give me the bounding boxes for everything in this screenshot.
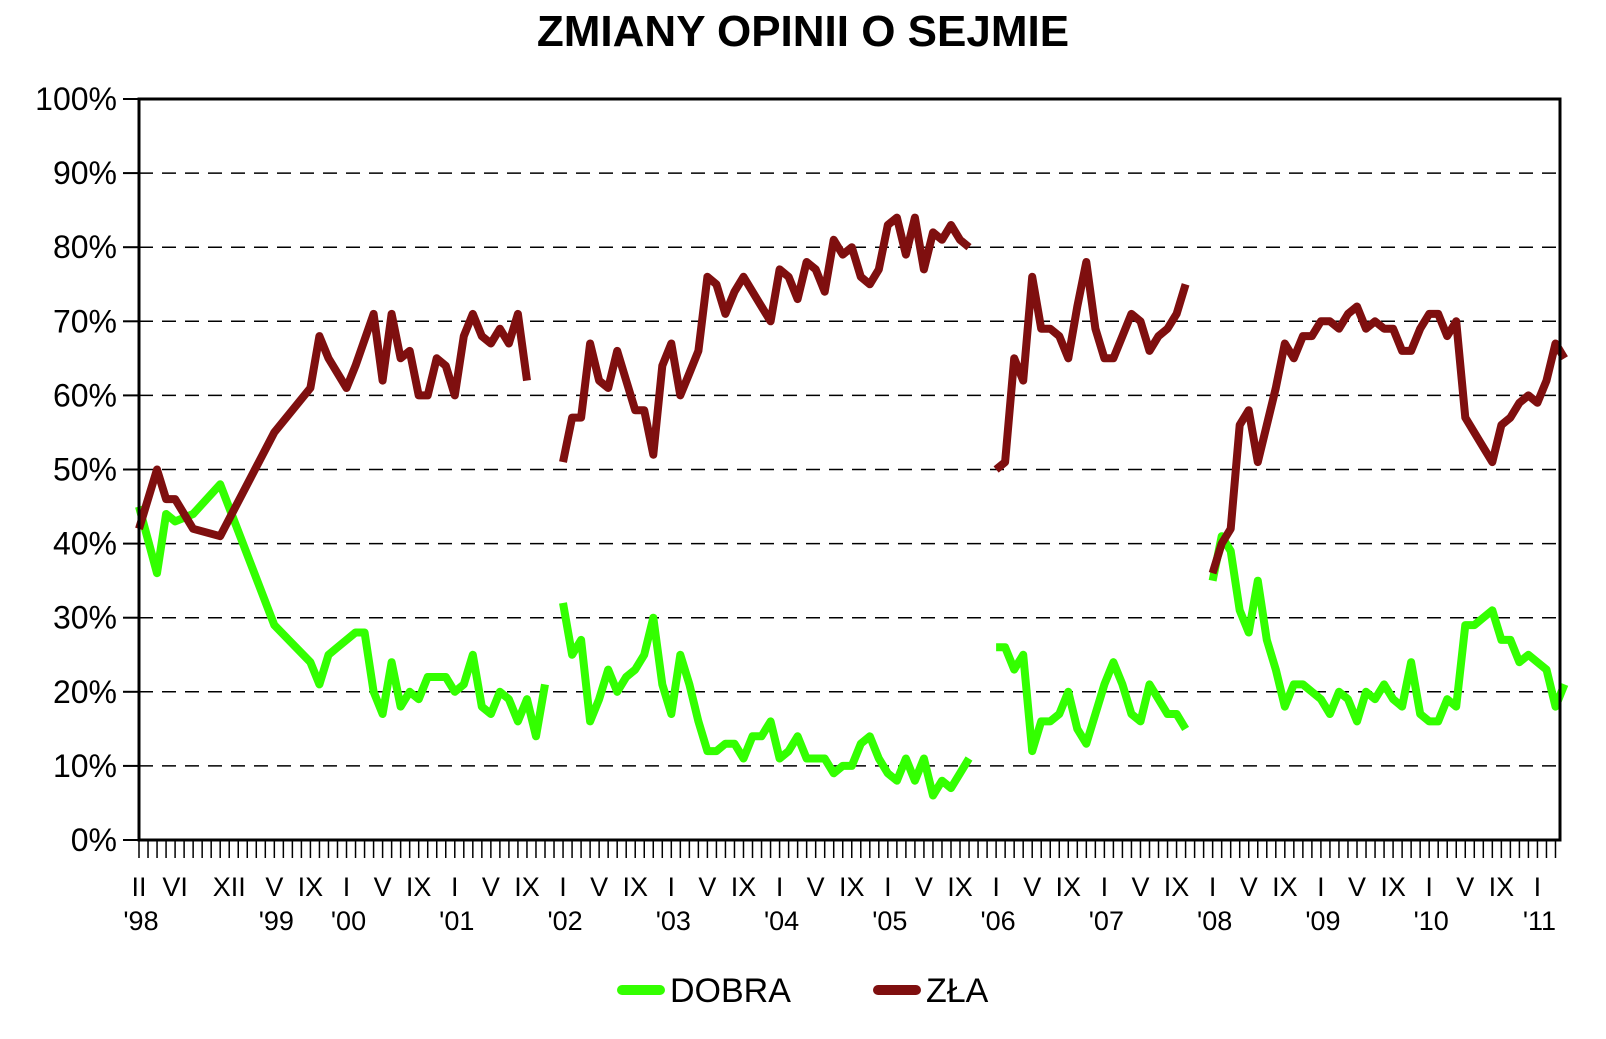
x-tick-year-label: '10 (1414, 906, 1449, 936)
series-line-segment (559, 602, 973, 800)
x-tick-month-label: V (915, 872, 933, 902)
series-line-segment (1208, 302, 1568, 575)
x-tick-year-label: '01 (439, 906, 474, 936)
legend: DOBRA ZŁA (617, 972, 989, 1010)
x-tick-year-label: '11 (1523, 906, 1556, 936)
x-tick-year-label: '98 (123, 906, 158, 936)
series-zła (135, 213, 1568, 575)
x-tick-month-label: I (884, 872, 892, 902)
y-tick-label: 0% (71, 822, 117, 858)
x-tick-month-label: V (807, 872, 825, 902)
x-tick-month-label: V (1456, 872, 1474, 902)
y-tick-label: 60% (53, 377, 117, 413)
x-tick-month-label: I (668, 872, 676, 902)
x-tick-month-label: V (1348, 872, 1366, 902)
x-tick-month-label: V (1023, 872, 1041, 902)
x-tick-month-label: IX (298, 872, 324, 902)
x-tick-month-label: I (992, 872, 1000, 902)
series-line-segment (993, 258, 1190, 473)
y-tick-label: 70% (53, 303, 117, 339)
x-tick-month-label: IX (839, 872, 865, 902)
x-tick-month-label: I (776, 872, 784, 902)
y-tick-label: 100% (35, 81, 117, 117)
x-tick-month-label: IX (1056, 872, 1082, 902)
x-tick-month-label: I (1425, 872, 1433, 902)
x-tick-year-label: '99 (259, 906, 294, 936)
x-tick-year-label: '04 (764, 906, 799, 936)
x-tick-year-label: '00 (331, 906, 366, 936)
x-tick-month-label: I (1101, 872, 1109, 902)
x-tick-month-label: V (590, 872, 608, 902)
series-layer (135, 213, 1569, 800)
x-tick-month-label: I (343, 872, 351, 902)
x-tick-year-label: '09 (1305, 906, 1340, 936)
x-tick-month-label: IX (947, 872, 973, 902)
y-tick-label: 80% (53, 229, 117, 265)
x-tick-month-label: I (1534, 872, 1542, 902)
y-tick-label: 10% (53, 748, 117, 784)
x-tick-year-label: '02 (547, 906, 582, 936)
x-tick-month-label: IX (1380, 872, 1406, 902)
y-tick-label: 30% (53, 600, 117, 636)
grid-layer (139, 172, 1560, 767)
series-line-segment (996, 643, 1190, 756)
y-axis-ticks: 0% 10% 20% 30% 40% 50% 60% 70% 80% 90% 100% (35, 81, 139, 858)
x-tick-month-label: V (374, 872, 392, 902)
x-tick-month-label: I (1317, 872, 1325, 902)
x-tick-month-label: I (1209, 872, 1217, 902)
x-tick-month-label: V (698, 872, 716, 902)
x-tick-month-label: IX (406, 872, 432, 902)
x-tick-month-label: VI (162, 872, 188, 902)
y-tick-label: 20% (53, 674, 117, 710)
x-tick-month-label: V (1240, 872, 1258, 902)
x-tick-year-label: '06 (981, 906, 1016, 936)
series-line-segment (1208, 532, 1569, 726)
x-tick-month-label: IX (731, 872, 757, 902)
y-tick-label: 40% (53, 526, 117, 562)
x-tick-month-label: V (482, 872, 500, 902)
chart-title: ZMIANY OPINII O SEJMIE (537, 7, 1069, 56)
x-tick-month-label: II (131, 872, 146, 902)
x-tick-month-label: I (451, 872, 459, 902)
x-tick-year-label: '05 (872, 906, 907, 936)
legend-label: DOBRA (670, 972, 791, 1010)
y-tick-label: 90% (53, 155, 117, 191)
x-tick-year-label: '07 (1089, 906, 1124, 936)
series-line-segment (135, 309, 531, 541)
x-tick-month-label: IX (514, 872, 540, 902)
x-tick-month-label: IX (622, 872, 648, 902)
x-tick-month-label: IX (1489, 872, 1515, 902)
x-tick-month-label: XII (213, 872, 246, 902)
legend-label: ZŁA (926, 972, 989, 1010)
y-tick-label: 50% (53, 452, 117, 488)
series-line-segment (135, 480, 549, 741)
x-tick-month-label: V (1131, 872, 1149, 902)
x-tick-month-label: IX (1272, 872, 1298, 902)
series-line-segment (559, 213, 972, 463)
series-dobra (135, 480, 1569, 800)
x-tick-year-label: '08 (1197, 906, 1232, 936)
x-tick-year-label: '03 (656, 906, 691, 936)
x-tick-month-label: V (265, 872, 283, 902)
x-tick-month-label: I (559, 872, 567, 902)
x-tick-month-label: IX (1164, 872, 1190, 902)
